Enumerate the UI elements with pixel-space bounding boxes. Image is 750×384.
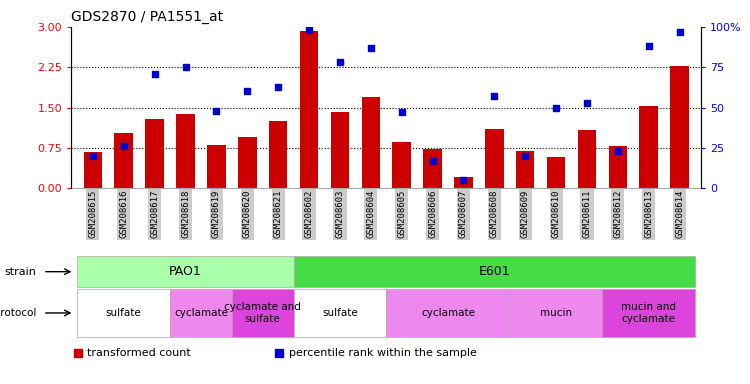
Bar bbox=[602, 289, 695, 337]
Bar bbox=[176, 114, 195, 188]
Bar bbox=[454, 177, 472, 188]
Bar bbox=[670, 66, 689, 188]
Point bbox=[612, 148, 624, 154]
Point bbox=[272, 83, 284, 89]
Bar bbox=[170, 289, 232, 337]
Bar bbox=[331, 112, 350, 188]
Text: mucin and
cyclamate: mucin and cyclamate bbox=[621, 302, 676, 324]
Bar bbox=[232, 289, 293, 337]
Point bbox=[179, 64, 191, 70]
Bar bbox=[423, 149, 442, 188]
Text: cyclamate and
sulfate: cyclamate and sulfate bbox=[224, 302, 302, 324]
Point bbox=[519, 153, 531, 159]
Bar bbox=[516, 151, 535, 188]
Point bbox=[242, 88, 254, 94]
Bar bbox=[392, 142, 411, 188]
Point bbox=[427, 158, 439, 164]
Point bbox=[581, 99, 593, 106]
Text: PAO1: PAO1 bbox=[170, 265, 202, 278]
Bar bbox=[608, 146, 627, 188]
Bar bbox=[293, 289, 386, 337]
Point bbox=[458, 177, 470, 183]
Text: growth protocol: growth protocol bbox=[0, 308, 37, 318]
Point bbox=[364, 45, 376, 51]
Bar bbox=[300, 31, 318, 188]
Point bbox=[87, 153, 99, 159]
Text: mucin: mucin bbox=[540, 308, 572, 318]
Text: transformed count: transformed count bbox=[87, 348, 190, 358]
Bar bbox=[238, 137, 256, 188]
Text: E601: E601 bbox=[478, 265, 510, 278]
Bar bbox=[293, 256, 695, 287]
Bar bbox=[115, 133, 133, 188]
Point bbox=[674, 29, 686, 35]
Text: cyclamate: cyclamate bbox=[421, 308, 475, 318]
Point bbox=[334, 59, 346, 65]
Bar bbox=[485, 129, 503, 188]
Point bbox=[488, 93, 500, 99]
Point bbox=[643, 43, 655, 49]
Point bbox=[211, 108, 223, 114]
Text: strain: strain bbox=[4, 266, 37, 277]
Text: GDS2870 / PA1551_at: GDS2870 / PA1551_at bbox=[71, 10, 224, 25]
Point bbox=[396, 109, 408, 116]
Point bbox=[550, 104, 562, 111]
Point bbox=[148, 71, 160, 77]
Bar bbox=[386, 289, 510, 337]
Bar bbox=[547, 157, 566, 188]
Bar bbox=[207, 145, 226, 188]
Bar bbox=[578, 130, 596, 188]
Bar bbox=[640, 106, 658, 188]
Bar bbox=[269, 121, 287, 188]
Bar bbox=[77, 289, 170, 337]
Text: cyclamate: cyclamate bbox=[174, 308, 228, 318]
Point bbox=[303, 27, 315, 33]
Point bbox=[118, 143, 130, 149]
Bar bbox=[146, 119, 164, 188]
Bar bbox=[83, 152, 102, 188]
Bar bbox=[77, 256, 293, 287]
Bar bbox=[510, 289, 602, 337]
Text: sulfate: sulfate bbox=[106, 308, 142, 318]
Text: percentile rank within the sample: percentile rank within the sample bbox=[289, 348, 476, 358]
Text: sulfate: sulfate bbox=[322, 308, 358, 318]
Bar bbox=[362, 97, 380, 188]
